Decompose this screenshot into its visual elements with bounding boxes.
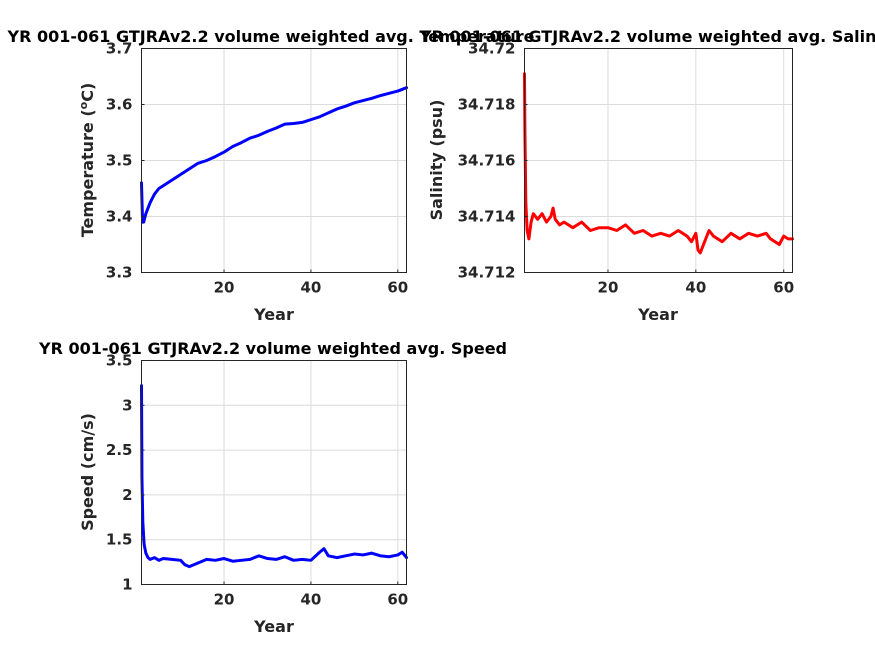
temperature-plot: YR 001-061 GTJRAv2.2 volume weighted avg…: [7, 27, 535, 324]
salinity-x-axis-label: Year: [637, 305, 678, 324]
temperature-series-line: [140, 86, 408, 224]
speed-axes-frame: [141, 360, 407, 585]
speed-y-axis-label: Speed (cm/s): [78, 413, 97, 531]
salinity-series-line: [523, 72, 794, 255]
temperature-x-tick-label: 40: [300, 279, 321, 297]
salinity-y-tick-label: 34.718: [458, 96, 516, 114]
temperature-x-tick-label: 20: [214, 279, 235, 297]
temperature-gridlines: [141, 48, 407, 273]
speed-y-tick-label: 2: [122, 486, 132, 504]
speed-y-tick-label: 1.5: [106, 531, 133, 549]
temperature-y-axis-label-base: Temperature (: [78, 109, 97, 237]
salinity-y-tick-label: 34.72: [468, 40, 515, 58]
temperature-y-tick-label: 3.7: [106, 40, 133, 58]
temperature-series: [140, 86, 408, 224]
salinity-x-tick-label: 60: [773, 279, 794, 297]
speed-plot: YR 001-061 GTJRAv2.2 volume weighted avg…: [38, 339, 507, 636]
temperature-y-axis-label-degree: o: [77, 101, 90, 109]
salinity-y-tick-label: 34.712: [458, 264, 516, 282]
temperature-y-axis-label-unit: C): [78, 83, 97, 102]
salinity-x-ticks: 20 40 60: [598, 269, 794, 297]
speed-y-tick-label: 1: [122, 576, 132, 594]
temperature-x-tick-label: 60: [387, 279, 408, 297]
salinity-gridlines: [524, 48, 793, 273]
salinity-series: [523, 72, 794, 255]
salinity-y-tick-label: 34.714: [458, 208, 516, 226]
speed-x-axis-label: Year: [253, 617, 294, 636]
temperature-x-axis-label: Year: [253, 305, 294, 324]
temperature-y-tick-label: 3.5: [106, 152, 133, 170]
speed-y-tick-label: 2.5: [106, 441, 133, 459]
speed-x-tick-label: 20: [214, 591, 235, 609]
temperature-y-ticks: 3.3 3.4 3.5 3.6 3.7: [106, 40, 145, 282]
temperature-x-ticks: 20 40 60: [214, 269, 408, 297]
speed-plot-title: YR 001-061 GTJRAv2.2 volume weighted avg…: [38, 339, 507, 358]
salinity-plot-title: YR 001-061 GTJRAv2.2 volume weighted avg…: [419, 27, 875, 46]
salinity-x-tick-label: 40: [685, 279, 706, 297]
salinity-y-ticks: 34.712 34.714 34.716 34.718 34.72: [458, 40, 528, 282]
speed-series-line: [140, 384, 408, 569]
salinity-y-tick-label: 34.716: [458, 152, 516, 170]
salinity-x-tick-label: 20: [598, 279, 619, 297]
speed-x-ticks: 20 40 60: [214, 581, 408, 609]
temperature-y-tick-label: 3.3: [106, 264, 133, 282]
speed-y-tick-label: 3: [122, 396, 132, 414]
salinity-y-axis-label: Salinity (psu): [427, 100, 446, 221]
temperature-y-tick-label: 3.6: [106, 96, 133, 114]
speed-y-tick-label: 3.5: [106, 352, 133, 370]
temperature-plot-title: YR 001-061 GTJRAv2.2 volume weighted avg…: [7, 27, 535, 46]
temperature-y-axis-label: Temperature (oC): [77, 83, 98, 238]
speed-series: [140, 384, 408, 569]
speed-x-tick-label: 60: [387, 591, 408, 609]
salinity-plot: YR 001-061 GTJRAv2.2 volume weighted avg…: [419, 27, 875, 324]
speed-gridlines: [141, 360, 407, 585]
speed-y-ticks: 1 1.5 2 2.5 3 3.5: [106, 352, 145, 594]
speed-x-tick-label: 40: [300, 591, 321, 609]
temperature-y-tick-label: 3.4: [106, 208, 133, 226]
